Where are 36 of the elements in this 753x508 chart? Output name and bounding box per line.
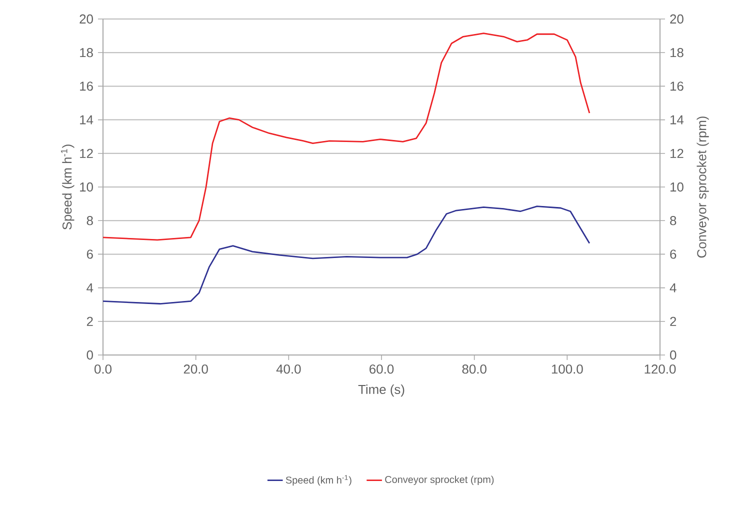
x-tick-label: 100.0 (552, 364, 583, 374)
y2-tick-label: 4 (670, 283, 676, 292)
y-tick-label: 12 (80, 148, 93, 158)
y2-tick-label: 12 (670, 148, 684, 158)
y2-tick-label: 2 (670, 316, 676, 326)
y2-tick-label: 10 (670, 182, 684, 192)
y2-tick-label: 6 (670, 250, 676, 259)
x-tick-label: 60.0 (370, 364, 394, 374)
y-tick-label: 4 (86, 283, 94, 292)
line-series (103, 32, 590, 241)
y2-tick-label: 16 (670, 82, 684, 91)
y2-tick-label: 0 (670, 350, 676, 360)
legend-label: Speed (km h$^{-1}$) (286, 475, 352, 486)
x-tick-label: 0.0 (94, 364, 112, 374)
y2-tick-label: 18 (670, 48, 684, 58)
y-tick-label: 18 (80, 48, 93, 58)
line-series (103, 206, 590, 304)
y-tick-label: 14 (80, 115, 94, 124)
y2-axis-title: Conveyor sprocket (rpm) (696, 116, 709, 258)
y-tick-label: 8 (86, 216, 93, 226)
y-axis-title: Speed (km h$^{-1}$) (60, 144, 74, 230)
x-tick-label: 120.0 (644, 364, 676, 374)
y-tick-label: 6 (86, 250, 93, 259)
y-tick-label: 2 (86, 316, 93, 326)
y-tick-label: 16 (80, 82, 93, 91)
legend-label: Conveyor sprocket (rpm) (385, 476, 494, 485)
y-tick-label: 20 (80, 14, 93, 24)
y2-tick-label: 8 (670, 216, 676, 226)
y-tick-label: 0 (86, 350, 93, 360)
x-tick-label: 20.0 (184, 364, 208, 374)
y2-tick-label: 20 (670, 14, 684, 24)
x-tick-label: 40.0 (276, 364, 301, 374)
y2-tick-label: 14 (670, 115, 684, 124)
x-tick-label: 80.0 (462, 364, 486, 374)
x-axis-title: Time (s) (358, 384, 404, 397)
y-tick-label: 10 (80, 182, 93, 192)
